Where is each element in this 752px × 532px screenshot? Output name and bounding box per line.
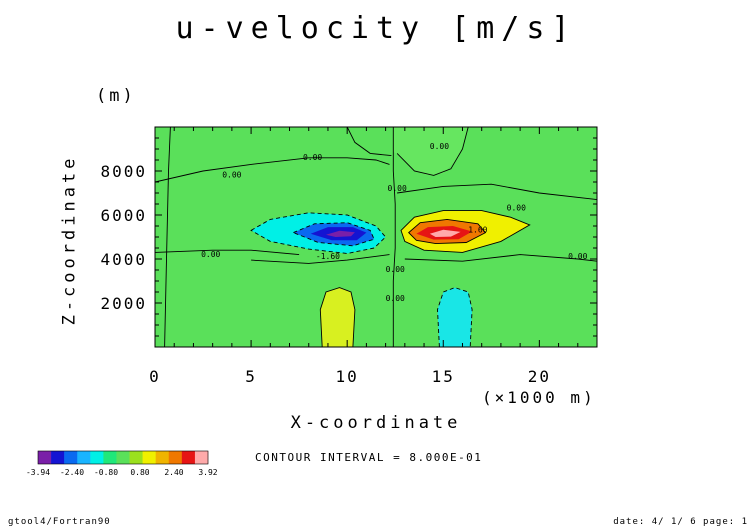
- colorbar-swatch-6: [103, 451, 117, 464]
- axes: 0 5 10 15 20 2000 4000 6000 8000: [100, 126, 598, 386]
- low-positive-cell: [320, 287, 355, 347]
- colorbar-swatch-9: [142, 451, 156, 464]
- low-positive-contour: [319, 287, 356, 347]
- contour-label-11: 1.60: [468, 226, 487, 235]
- negative-cell-contour: [250, 212, 387, 254]
- colorbar-swatch-2: [51, 451, 65, 464]
- contour-label-2: 0.00: [222, 171, 241, 180]
- colorbar-label-1: -3.94: [26, 468, 50, 477]
- chart-title: u-velocity [m/s]: [175, 11, 577, 46]
- colorbar-swatch-13: [194, 451, 209, 464]
- colorbar-swatch-8: [129, 451, 143, 464]
- colorbar-swatch-5: [90, 451, 104, 464]
- footer-left-text: gtool4/Fortran90: [8, 517, 111, 527]
- colorbar-swatch-11: [168, 451, 183, 464]
- contour-line-7: [392, 127, 396, 347]
- contour-label-1: 0.00: [303, 153, 322, 162]
- contour-label-5: 0.00: [430, 142, 449, 151]
- footer-right-text: date: 4/ 1/ 6 page: 1: [613, 517, 748, 527]
- contour-label-7: 0.00: [568, 252, 587, 261]
- colorbar-swatch-4: [77, 451, 91, 464]
- colorbar-label-2: -2.40: [60, 468, 84, 477]
- contour-line-9: [396, 127, 469, 176]
- colorbar-label-5: 2.40: [164, 468, 183, 477]
- contour-line-6: [397, 183, 597, 201]
- positive-cell-contour: [400, 210, 531, 253]
- colorbar-swatch-10: [155, 451, 170, 464]
- colorbar-label-6: 3.92: [198, 468, 217, 477]
- low-negative-cell: [437, 287, 473, 347]
- colorbar-swatch-3: [64, 451, 78, 464]
- contour-label-6: 0.00: [507, 204, 526, 213]
- top-dome-region: [393, 127, 469, 176]
- x-tick-label-5: 5: [245, 367, 257, 386]
- positive-cell-core: [429, 229, 461, 237]
- x-tick-label-10: 10: [336, 367, 359, 386]
- negative-cell-core: [326, 230, 355, 237]
- x-tick-label-20: 20: [528, 367, 551, 386]
- contour-line-3: [155, 249, 300, 256]
- contour-line-2: [155, 157, 390, 183]
- x-tick-label-15: 15: [432, 367, 455, 386]
- y-tick-label-6000: 6000: [100, 206, 147, 225]
- contour-line-8: [346, 127, 392, 157]
- colorbar-swatch-7: [116, 451, 130, 464]
- x-axis-label: X-coordinate: [290, 413, 462, 433]
- y-tick-label-8000: 8000: [100, 162, 147, 181]
- contour-label-10: -1.60: [316, 252, 340, 261]
- contour-label-9: 0.00: [386, 294, 405, 303]
- x-tick-label-0: 0: [149, 367, 161, 386]
- y-tick-label-4000: 4000: [100, 250, 147, 269]
- contour-label-8: 0.00: [386, 265, 405, 274]
- plot-area: 0.00 0.00 0.00 0.00 0.00 0.00 0.00 0.00 0.00 -1.6…: [155, 127, 597, 347]
- colorbar-frame: [37, 450, 209, 465]
- x-axis-unit: (×1000 m): [482, 388, 596, 407]
- contour-line-5: [404, 254, 597, 262]
- y-tick-label-2000: 2000: [100, 294, 147, 313]
- contour-line-4: [251, 254, 390, 264]
- contour-label-4: 0.00: [388, 184, 407, 193]
- colorbar: -3.94 -2.40 -0.80 0.80 2.40 3.92: [26, 450, 218, 477]
- contour-line-1: [164, 127, 171, 347]
- contour-interval-text: CONTOUR INTERVAL = 8.000E-01: [255, 451, 483, 464]
- colorbar-swatch-12: [181, 451, 196, 464]
- contour-label-3: 0.00: [201, 250, 220, 259]
- colorbar-swatch-1: [38, 451, 52, 464]
- positive-cell-contour-2: [408, 218, 487, 245]
- y-axis-unit: (m): [96, 86, 136, 106]
- negative-cell-contour-2: [292, 222, 375, 247]
- colorbar-label-3: -0.80: [94, 468, 118, 477]
- colorbar-label-4: 0.80: [130, 468, 149, 477]
